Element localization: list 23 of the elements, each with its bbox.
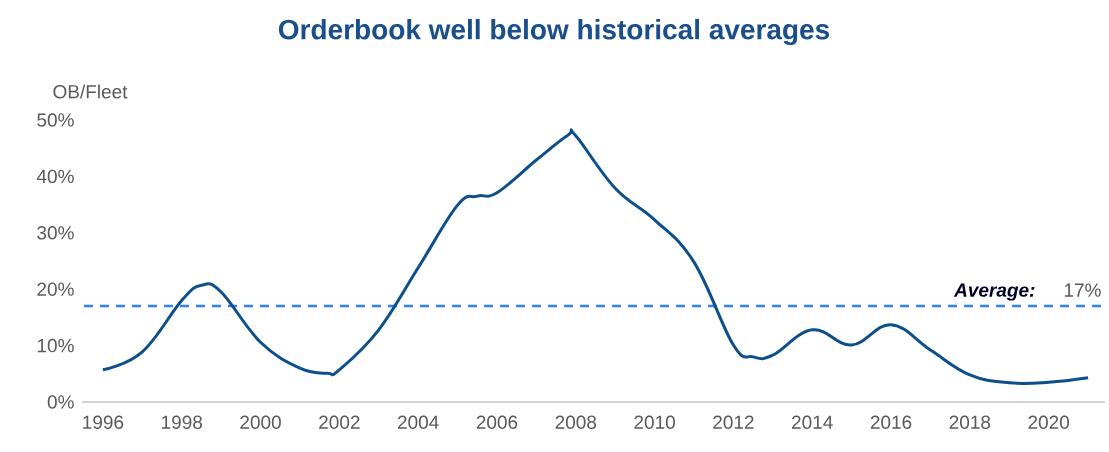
x-tick-label: 2018	[949, 415, 991, 429]
chart-title: Orderbook well below historical averages	[278, 18, 830, 46]
x-tick-label: 1998	[162, 415, 203, 429]
y-tick-label: 10%	[37, 338, 74, 353]
x-tick-label: 2008	[555, 415, 597, 429]
y-tick-label: 40%	[36, 169, 74, 184]
y-tick-label: 30%	[37, 226, 74, 240]
y-axis-title: OB/Fleet	[53, 84, 128, 99]
x-tick-label: 2006	[476, 415, 518, 429]
y-tick-label: 50%	[37, 113, 74, 127]
x-tick-label: 2016	[870, 415, 912, 429]
y-tick-label: 0%	[47, 395, 74, 409]
x-tick-label: 2010	[634, 415, 675, 429]
x-tick-label: 1996	[83, 415, 124, 429]
x-tick-label: 2002	[319, 415, 360, 429]
ref-line-label: Average:	[953, 283, 1035, 301]
x-tick-label: 2020	[1028, 415, 1070, 429]
x-tick-label: 2004	[397, 415, 439, 429]
x-tick-label: 2012	[713, 415, 754, 429]
x-tick-label: 2000	[240, 415, 281, 429]
annotation: 17%	[1064, 283, 1101, 297]
y-tick-label: 20%	[37, 282, 74, 296]
x-tick-label: 2014	[792, 415, 833, 429]
